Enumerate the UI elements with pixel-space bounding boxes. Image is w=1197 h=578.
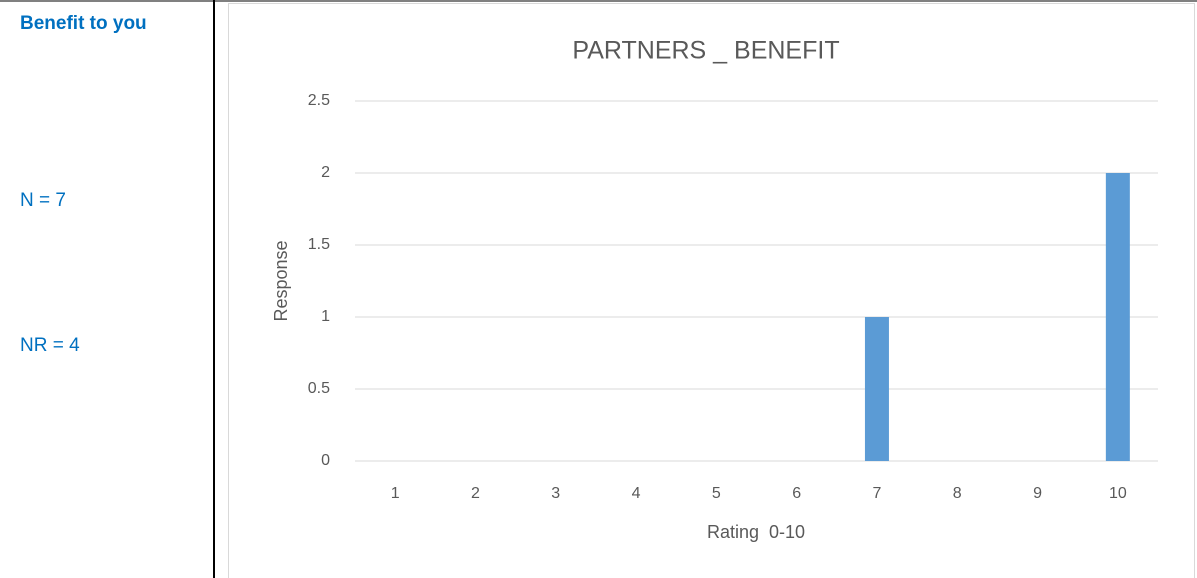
y-tick-label: 2 xyxy=(321,164,330,181)
y-tick-label: 0 xyxy=(321,452,330,469)
y-axis-label: Response xyxy=(271,240,291,321)
n-count: N = 7 xyxy=(20,190,66,211)
x-tick-label: 2 xyxy=(471,485,480,502)
x-tick-label: 3 xyxy=(551,485,560,502)
x-axis-label: Rating 0-10 xyxy=(707,522,805,542)
x-tick-label: 5 xyxy=(712,485,721,502)
y-tick-label: 1.5 xyxy=(308,236,330,253)
x-tick-label: 1 xyxy=(391,485,400,502)
x-tick-label: 10 xyxy=(1109,485,1127,502)
y-tick-label: 1 xyxy=(321,308,330,325)
chart-frame xyxy=(228,3,1195,578)
y-tick-label: 0.5 xyxy=(308,380,330,397)
x-tick-label: 8 xyxy=(953,485,962,502)
x-tick-label: 6 xyxy=(792,485,801,502)
nr-count: NR = 4 xyxy=(20,335,80,356)
bar xyxy=(864,317,889,461)
bar xyxy=(1105,173,1130,461)
x-tick-label: 4 xyxy=(632,485,641,502)
x-tick-label: 9 xyxy=(1033,485,1042,502)
chart-title: PARTNERS _ BENEFIT xyxy=(572,37,839,65)
heading: Benefit to you xyxy=(20,13,147,34)
x-tick-label: 7 xyxy=(872,485,881,502)
y-tick-label: 2.5 xyxy=(308,92,330,109)
